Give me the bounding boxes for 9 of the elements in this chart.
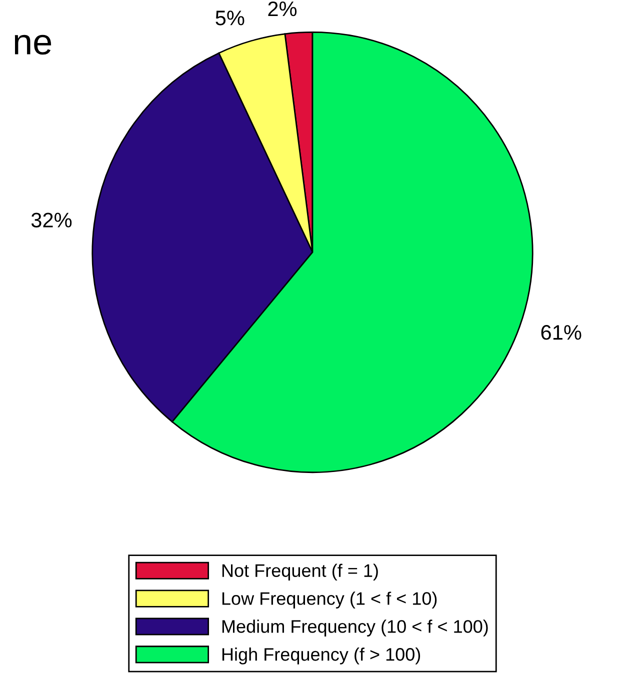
legend-label: High Frequency (f > 100) xyxy=(222,648,420,664)
legend-label: Not Frequent (f = 1) xyxy=(222,564,378,581)
data-label: 32% xyxy=(31,212,72,228)
data-label: 5% xyxy=(216,10,244,26)
text: ne xyxy=(14,34,52,55)
data-label: 61% xyxy=(541,325,582,340)
legend-label: Low Frequency (1 < f < 10) xyxy=(222,592,437,609)
data-label: 2% xyxy=(268,1,297,16)
legend-label: Medium Frequency (10 < f < 100) xyxy=(222,620,488,636)
